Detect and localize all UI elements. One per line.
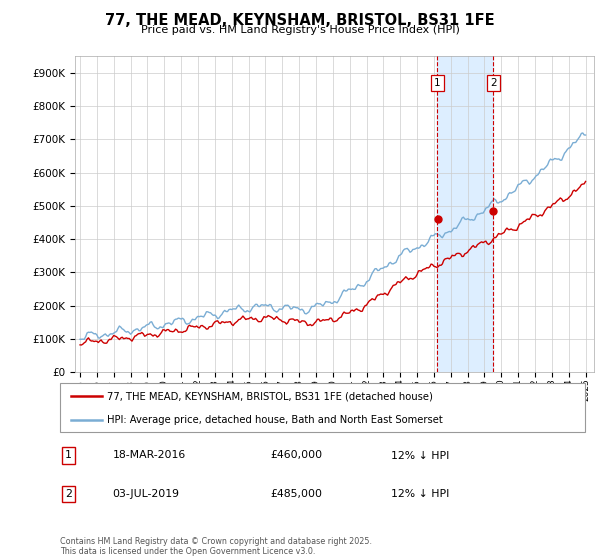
Text: HPI: Average price, detached house, Bath and North East Somerset: HPI: Average price, detached house, Bath… <box>107 415 443 425</box>
Text: 2: 2 <box>490 78 496 88</box>
Text: Price paid vs. HM Land Registry's House Price Index (HPI): Price paid vs. HM Land Registry's House … <box>140 25 460 35</box>
Text: £460,000: £460,000 <box>270 450 322 460</box>
Text: 77, THE MEAD, KEYNSHAM, BRISTOL, BS31 1FE: 77, THE MEAD, KEYNSHAM, BRISTOL, BS31 1F… <box>105 13 495 29</box>
Text: 77, THE MEAD, KEYNSHAM, BRISTOL, BS31 1FE (detached house): 77, THE MEAD, KEYNSHAM, BRISTOL, BS31 1F… <box>107 391 433 402</box>
Text: Contains HM Land Registry data © Crown copyright and database right 2025.
This d: Contains HM Land Registry data © Crown c… <box>60 536 372 556</box>
Text: 12% ↓ HPI: 12% ↓ HPI <box>391 450 449 460</box>
Text: 1: 1 <box>65 450 72 460</box>
Text: 03-JUL-2019: 03-JUL-2019 <box>113 489 179 498</box>
Text: 18-MAR-2016: 18-MAR-2016 <box>113 450 186 460</box>
Text: 1: 1 <box>434 78 441 88</box>
Text: 12% ↓ HPI: 12% ↓ HPI <box>391 489 449 498</box>
Text: 2: 2 <box>65 489 72 498</box>
Bar <box>437 56 493 372</box>
Text: £485,000: £485,000 <box>270 489 322 498</box>
